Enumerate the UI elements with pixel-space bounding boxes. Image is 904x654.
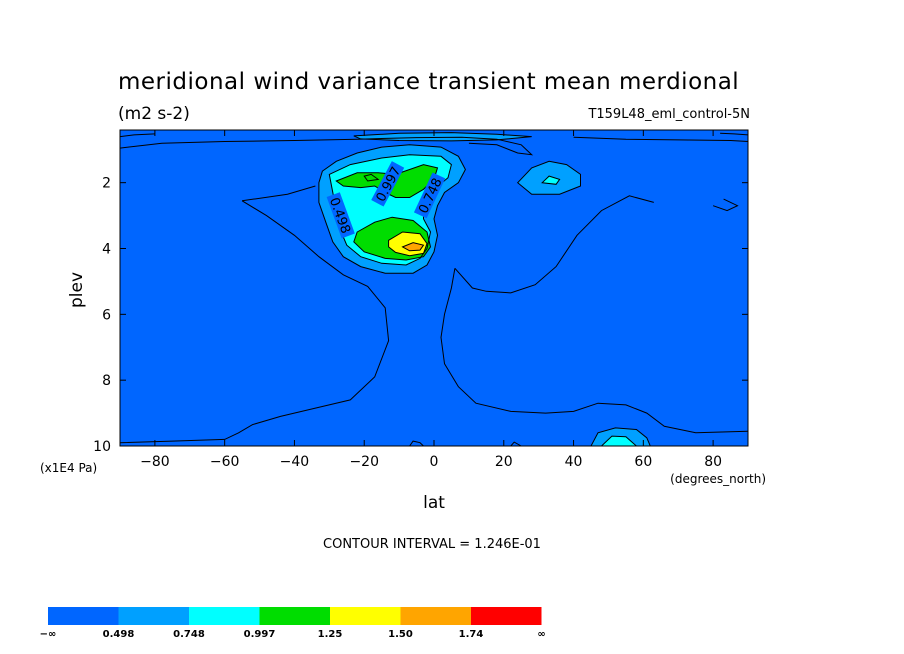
colorbar-label: −∞: [40, 629, 57, 640]
contour-interval-label: CONTOUR INTERVAL = 1.246E-01: [323, 537, 541, 552]
colorbar-swatch: [259, 607, 330, 625]
x-tick-label: −60: [210, 454, 240, 470]
colorbar: −∞ 0.498 0.748 0.997 1.25 1.50 1.74 ∞: [40, 607, 546, 640]
contour-line-extra-8: [712, 198, 739, 212]
units-label: (m2 s-2): [118, 104, 190, 124]
colorbar-label: 1.25: [318, 629, 343, 640]
contour-line-extra-3: [573, 136, 748, 142]
contour-label-bg: [413, 172, 446, 219]
y-axis: 2 4 6 8 10: [93, 176, 748, 455]
contour-line-10: [388, 231, 428, 257]
colorbar-swatch: [400, 607, 471, 625]
colorbar-swatch: [189, 607, 260, 625]
contour-line-3: [590, 427, 651, 446]
colorbar-label: 1.50: [388, 629, 413, 640]
contour-line-extra-10: [510, 441, 522, 446]
contour-line-extra-0: [120, 136, 534, 156]
contour-line-2: [353, 132, 532, 142]
contour-line-extra-7: [440, 268, 748, 434]
x-tick-label: −80: [140, 454, 170, 470]
x-tick-label: 60: [634, 454, 652, 470]
x-axis-label: lat: [423, 493, 445, 513]
y-tick-label: 8: [102, 373, 111, 389]
y-tick-label: 4: [102, 242, 111, 258]
contour-line-extra-1: [120, 133, 155, 138]
colorbar-swatch: [471, 607, 542, 625]
x-tick-label: −40: [280, 454, 310, 470]
x-tick-label: 20: [495, 454, 513, 470]
colorbar-swatch: [118, 607, 189, 625]
dataset-label: T159L48_eml_control-5N: [587, 107, 750, 122]
x-tick-label: 0: [430, 454, 439, 470]
contour-line-extra-4: [242, 185, 316, 202]
x-axis: −80 −60 −40 −20 0 20 40 60 80: [140, 130, 722, 470]
contour-line-6: [363, 173, 380, 182]
y-axis-label: plev: [67, 272, 87, 308]
colorbar-swatch: [330, 607, 401, 625]
colorbar-label: 0.997: [244, 629, 276, 640]
contour-line-extra-5: [120, 200, 390, 444]
colorbar-label: 1.74: [459, 629, 484, 640]
colorbar-swatch: [48, 607, 119, 625]
contour-label-bg: [371, 161, 405, 207]
y-tick-label: 2: [102, 176, 111, 192]
x-tick-label: 80: [704, 454, 722, 470]
contour-line-5: [541, 175, 561, 185]
contour-region-11: [402, 242, 424, 251]
contour-line-extra-9: [409, 440, 424, 446]
x-tick-label: 40: [565, 454, 583, 470]
contour-line-0: [318, 144, 466, 274]
x-tick-label: −20: [349, 454, 379, 470]
contour-line-extra-6: [454, 195, 654, 294]
chart-title: meridional wind variance transient mean …: [118, 69, 739, 95]
y-tick-label: 10: [93, 439, 111, 455]
contour-label-bg: [326, 192, 355, 239]
contour-line-7: [600, 435, 638, 446]
y-axis-units: (x1E4 Pa): [40, 461, 97, 475]
contour-line-1: [516, 160, 581, 195]
contour-line-9: [353, 216, 432, 261]
y-tick-label: 6: [102, 307, 111, 323]
x-axis-units: (degrees_north): [670, 472, 766, 486]
colorbar-label: ∞: [537, 629, 545, 640]
contour-line-11: [401, 242, 425, 252]
colorbar-label: 0.748: [173, 629, 205, 640]
colorbar-label: 0.498: [103, 629, 135, 640]
contour-line-extra-2: [720, 132, 748, 136]
